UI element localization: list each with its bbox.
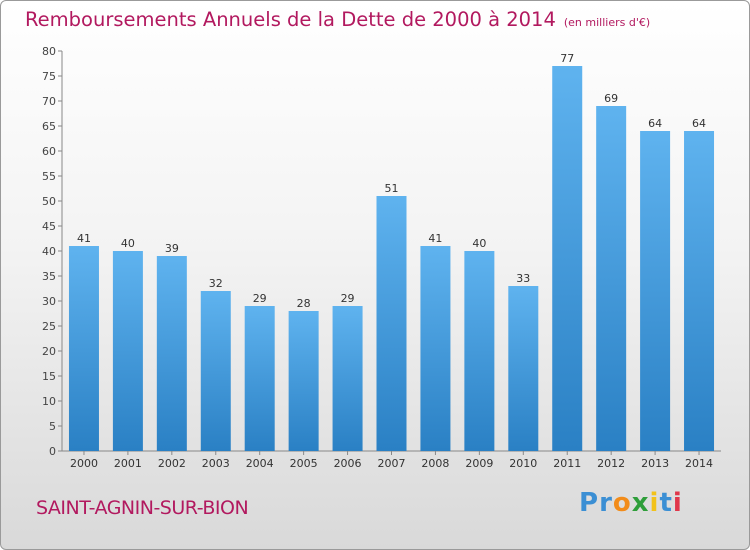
bar-2010 (508, 286, 539, 451)
bar-value-label: 41 (428, 232, 442, 245)
bar-value-label: 28 (297, 297, 311, 310)
x-tick-label: 2008 (421, 457, 449, 470)
y-tick-label: 5 (49, 420, 56, 433)
y-tick-label: 65 (42, 120, 56, 133)
x-tick-label: 2014 (685, 457, 713, 470)
y-tick-label: 35 (42, 270, 56, 283)
x-tick-label: 2003 (202, 457, 230, 470)
chart-title: Remboursements Annuels de la Dette de 20… (25, 8, 650, 31)
bar-value-label: 69 (604, 92, 618, 105)
bar-value-label: 29 (341, 292, 355, 305)
x-tick-label: 2001 (114, 457, 142, 470)
x-tick-label: 2005 (290, 457, 318, 470)
chart-bars: 41 40 39 32 29 28 29 51 41 40 33 77 69 64 64 (68, 52, 715, 451)
y-tick-label: 40 (42, 245, 56, 258)
y-tick-label: 50 (42, 195, 56, 208)
y-tick-label: 70 (42, 95, 56, 108)
x-tick-label: 2000 (70, 457, 98, 470)
bar-2014 (684, 131, 715, 451)
chart-title-text: Remboursements Annuels de la Dette de 20… (25, 8, 556, 31)
bar-2006 (332, 306, 363, 451)
logo-letter: r (599, 488, 613, 518)
bar-2012 (596, 106, 627, 451)
y-tick-label: 75 (42, 70, 56, 83)
y-tick-label: 45 (42, 220, 56, 233)
x-tick-label: 2013 (641, 457, 669, 470)
y-tick-label: 30 (42, 295, 56, 308)
x-tick-label: 2012 (597, 457, 625, 470)
bar-2013 (640, 131, 671, 451)
y-tick-label: 60 (42, 145, 56, 158)
logo-letter: i (649, 488, 660, 518)
x-tick-label: 2009 (465, 457, 493, 470)
bar-2002 (156, 256, 187, 451)
x-tick-label: 2007 (378, 457, 406, 470)
x-tick-label: 2010 (509, 457, 537, 470)
bar-2004 (244, 306, 275, 451)
bar-value-label: 77 (560, 52, 574, 65)
y-tick-label: 80 (42, 45, 56, 58)
bar-2011 (552, 66, 583, 451)
bar-2001 (112, 251, 143, 451)
y-tick-label: 15 (42, 370, 56, 383)
x-tick-label: 2011 (553, 457, 581, 470)
logo-letter: x (631, 488, 650, 518)
bar-value-label: 33 (516, 272, 530, 285)
y-tick-label: 25 (42, 320, 56, 333)
y-tick-label: 20 (42, 345, 56, 358)
y-tick-label: 0 (49, 445, 56, 458)
bar-value-label: 32 (209, 277, 223, 290)
bar-value-label: 29 (253, 292, 267, 305)
bar-value-label: 64 (692, 117, 706, 130)
commune-name: SAINT-AGNIN-SUR-BION (36, 497, 249, 519)
x-tick-label: 2002 (158, 457, 186, 470)
bar-2009 (464, 251, 495, 451)
bar-value-label: 64 (648, 117, 662, 130)
bar-2005 (288, 311, 319, 451)
bar-value-label: 40 (472, 237, 486, 250)
logo-letter: t (659, 488, 673, 518)
logo-letter: o (612, 488, 632, 518)
y-tick-label: 10 (42, 395, 56, 408)
bar-value-label: 40 (121, 237, 135, 250)
bar-2000 (68, 246, 99, 451)
bar-value-label: 51 (385, 182, 399, 195)
logo-letter: i (672, 488, 683, 518)
x-tick-label: 2006 (334, 457, 362, 470)
y-tick-label: 55 (42, 170, 56, 183)
bar-2008 (420, 246, 451, 451)
bar-value-label: 41 (77, 232, 91, 245)
bar-2003 (200, 291, 231, 451)
chart-unit-note: (en milliers d'€) (563, 16, 651, 29)
proxiti-logo: Proxiti (579, 488, 683, 518)
bar-value-label: 39 (165, 242, 179, 255)
bar-2007 (376, 196, 407, 451)
logo-letter: P (579, 488, 600, 518)
x-tick-label: 2004 (246, 457, 274, 470)
